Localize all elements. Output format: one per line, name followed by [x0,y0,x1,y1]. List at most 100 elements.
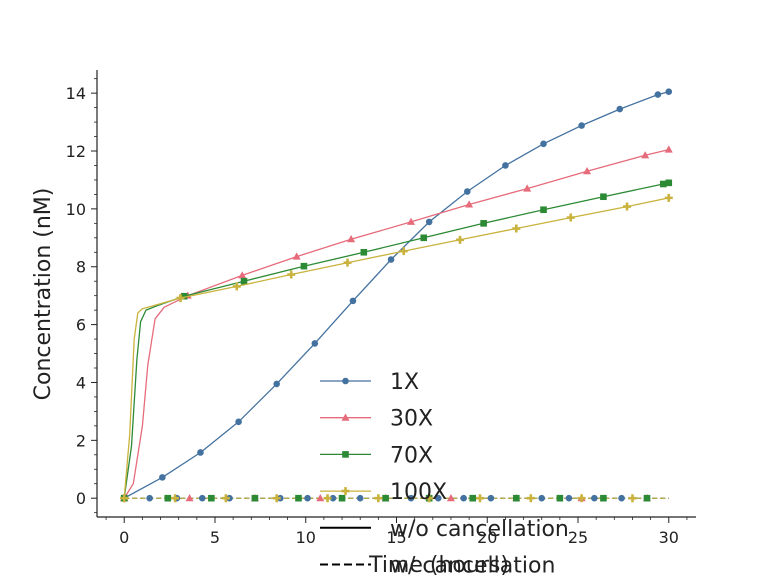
y-tick-label: 6 [76,316,86,335]
data-point-100X [287,270,296,279]
cancellation-marker-1X [329,494,337,502]
legend-marker [341,413,350,421]
y-tick-label: 2 [76,431,86,450]
x-tick-label: 30 [659,528,679,547]
cancellation-marker-100X [171,494,180,503]
data-point-70X [665,179,673,187]
cancellation-marker-30X [446,493,455,502]
cancellation-marker-1X [407,494,415,502]
cancellation-marker-1X [146,494,153,502]
legend-label: 30X [390,407,433,432]
x-tick-label: 10 [296,528,316,547]
data-point-1X [540,140,547,148]
data-point-30X [583,167,592,175]
cancellation-marker-70X [513,494,520,502]
legend-label: 1X [390,370,419,395]
data-point-100X [566,213,575,222]
cancellation-marker-30X [185,493,194,502]
x-tick-label: 5 [210,528,220,547]
data-point-30X [407,217,416,225]
cancellation-marker-70X [164,494,172,502]
data-point-70X [180,292,188,300]
cancellation-marker-100X [374,494,383,503]
cancellation-marker-1X [538,494,546,502]
data-point-1X [463,188,471,195]
data-point-1X [616,105,624,113]
cancellation-marker-30X [316,493,325,502]
data-point-1X [654,91,662,98]
data-point-70X [240,277,248,285]
x-tick-label: 0 [119,528,129,547]
legend-marker [341,487,350,496]
data-point-70X [660,180,667,188]
y-axis-title: Concentration (nM) [31,188,56,401]
cancellation-marker-100X [323,494,332,503]
plot-area [120,88,673,503]
series-line-1X [123,91,669,499]
data-point-100X [664,193,673,202]
data-point-1X [665,88,673,95]
series-line-30X [123,148,669,499]
cancellation-marker-1X [487,494,495,502]
series-line-70X [123,182,669,499]
cancellation-marker-1X [198,494,206,502]
x-axis-title: Time (hours) [368,553,509,578]
data-point-100X [176,293,185,302]
y-tick-label: 4 [76,373,86,392]
legend-label: 70X [390,443,433,468]
legend-label: w/ cancellation [390,554,555,579]
data-point-30X [465,200,474,208]
data-point-1X [197,449,204,456]
data-point-1X [578,122,585,129]
data-point-1X [311,340,319,347]
series-line-100X [123,197,669,499]
cancellation-marker-70X [382,494,389,502]
data-point-100X [623,202,632,211]
cancellation-marker-1X [565,494,573,502]
x-tick-label: 25 [568,528,588,547]
legend-item: 1X [320,370,419,395]
legend-item: 70X [320,443,433,468]
cancellation-marker-100X [425,494,434,503]
data-point-30X [292,252,301,260]
y-tick-label: 14 [66,84,86,103]
data-point-70X [600,193,607,201]
data-point-30X [664,145,673,153]
cancellation-marker-70X [295,494,302,502]
cancellation-marker-1X [304,494,311,502]
legend-item: 30X [320,407,433,432]
data-point-70X [300,262,308,270]
axes: 0 5 10 15 20 25 30 0 2 4 6 8 10 12 14 [66,70,696,547]
legend-marker [342,451,349,458]
y-tick-label: 10 [66,200,86,219]
legend: 1X 30X 70X 100X w/o cancellation w/ cancellat… [320,370,569,579]
data-point-100X [120,494,129,503]
cancellation-marker-1X [356,494,364,502]
legend-item: w/ cancellation [320,554,555,579]
cancellation-marker-100X [221,494,230,503]
cancellation-marker-100X [526,494,535,503]
data-point-70X [420,234,428,242]
y-tick-label: 8 [76,258,86,277]
data-point-70X [360,248,368,256]
data-point-70X [540,206,547,214]
data-point-100X [512,224,521,233]
data-point-100X [232,282,241,291]
cancellation-marker-70X [600,494,607,502]
cancellation-marker-1X [434,494,442,502]
legend-item: w/o cancellation [320,517,569,542]
legend-marker [342,377,349,385]
legend-label: 100X [390,480,447,505]
data-point-70X [480,220,487,227]
x-tick-label: 20 [477,528,497,547]
cancellation-marker-70X [208,494,215,502]
cancellation-marker-70X [469,494,477,502]
cancellation-marker-100X [272,494,281,503]
data-point-30X [347,235,356,243]
data-point-100X [456,235,465,244]
data-point-1X [349,297,357,305]
data-point-1X [387,256,395,263]
cancellation-marker-100X [475,494,484,503]
cancellation-marker-70X [338,494,346,502]
